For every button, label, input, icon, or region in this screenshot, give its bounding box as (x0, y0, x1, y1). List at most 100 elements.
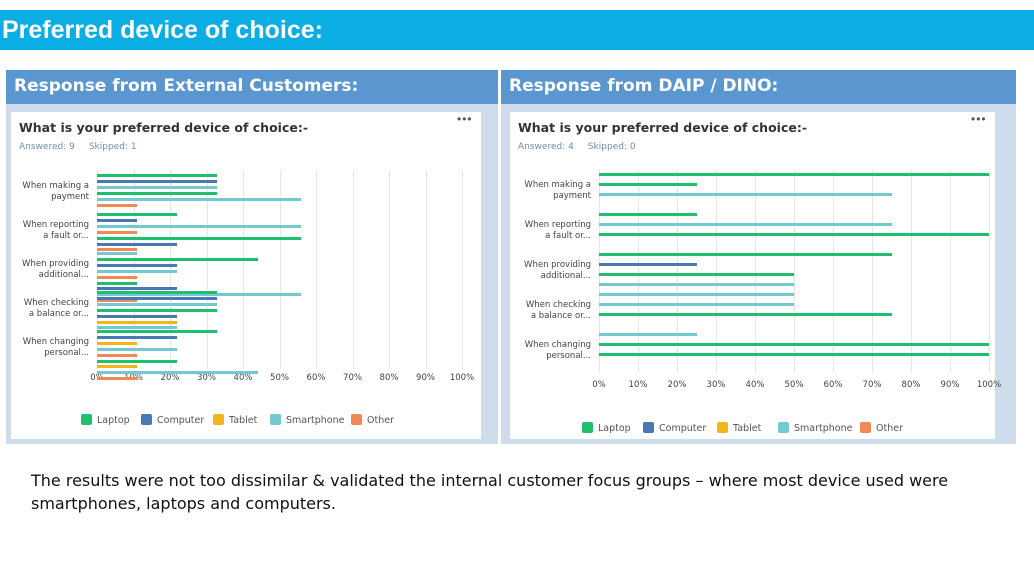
bar-computer (599, 262, 697, 266)
bar-tablet (97, 341, 138, 345)
bar-computer (97, 179, 218, 183)
category-label-line: a fault or... (43, 231, 89, 241)
bar-laptop (599, 342, 989, 346)
bar-tablet (97, 365, 138, 369)
bar-computer (97, 296, 218, 300)
x-tick-label: 0% (592, 380, 606, 390)
category-label: When making a payment (512, 180, 591, 202)
x-tick-label: 70% (862, 380, 882, 390)
x-gridline (243, 170, 244, 369)
category-label-line: When checking (525, 300, 591, 310)
bar-laptop (97, 359, 178, 363)
x-gridline (389, 170, 390, 369)
chart-title: What is your preferred device of choice:… (19, 120, 309, 135)
summary-text: The results were not too dissimilar & va… (31, 471, 949, 513)
chart-title: What is your preferred device of choice:… (518, 120, 808, 135)
panel-header-daip-label: Response from DAIP / DINO: (509, 76, 779, 96)
x-tick-label: 80% (901, 380, 921, 390)
x-tick-label: 60% (306, 373, 326, 383)
bar-computer (97, 314, 178, 318)
legend-item-laptop: Laptop (81, 414, 130, 426)
x-gridline (872, 169, 873, 373)
bar-laptop (97, 291, 218, 294)
legend-label: Computer (157, 415, 205, 426)
panel-header-daip: Response from DAIP / DINO: (501, 70, 1016, 104)
category-label-line: personal... (546, 351, 591, 361)
x-tick-label: 10% (628, 380, 648, 390)
x-tick-label: 20% (667, 380, 687, 390)
bar-laptop (599, 173, 989, 176)
x-gridline (97, 170, 98, 369)
x-gridline (352, 170, 354, 369)
x-tick-label: 90% (940, 380, 960, 390)
bar-other (97, 230, 138, 234)
category-label-line: When checking (23, 298, 89, 308)
x-gridline (316, 170, 317, 369)
bar-smartphone (97, 197, 302, 201)
legend-label: Other (367, 415, 394, 426)
x-tick-label: 30% (706, 380, 726, 390)
x-tick-label: 60% (823, 380, 843, 390)
legend-item-smartphone: Smartphone (270, 414, 344, 426)
bar-laptop (97, 191, 218, 195)
legend-item-laptop: Laptop (582, 422, 631, 434)
x-tick-label: 50% (270, 373, 289, 383)
x-gridline (425, 170, 427, 369)
category-label: When changing personal... (512, 340, 591, 362)
answered-count: Answered: 4 (518, 142, 574, 152)
x-gridline (279, 170, 281, 369)
bar-laptop (97, 213, 178, 216)
bar-smartphone (97, 347, 178, 351)
legend-item-other: Other (351, 414, 394, 426)
legend-swatch (778, 422, 789, 433)
category-label-line: additional... (540, 271, 591, 281)
x-tick-label: 90% (416, 373, 435, 383)
category-label: When reporting a fault or... (13, 220, 89, 242)
bar-laptop (97, 236, 302, 240)
legend-swatch (582, 422, 593, 433)
legend-item-tablet: Tablet (717, 422, 761, 434)
bar-tablet (97, 320, 178, 324)
bar-laptop (599, 272, 794, 276)
more-options-icon[interactable]: ••• (971, 112, 987, 126)
bar-smartphone (599, 222, 892, 226)
x-gridline (833, 169, 834, 373)
category-label-line: When changing (524, 340, 591, 350)
bar-computer (97, 242, 178, 246)
legend-swatch (351, 414, 362, 425)
bar-laptop (599, 213, 697, 216)
x-gridline (206, 170, 208, 369)
bar-laptop (97, 308, 218, 312)
bar-smartphone (97, 326, 178, 330)
bar-laptop (97, 330, 218, 333)
category-label: When making a payment (13, 181, 89, 203)
answered-count: Answered: 9 (19, 142, 75, 152)
category-label-line: a balance or... (28, 309, 89, 319)
category-label-line: a fault or... (545, 231, 591, 241)
category-label-line: payment (51, 192, 89, 202)
x-tick-label: 40% (745, 380, 765, 390)
bar-smartphone (599, 192, 892, 196)
slide-title: Preferred device of choice: (2, 16, 323, 44)
x-gridline (755, 169, 756, 373)
bar-computer (97, 263, 178, 267)
bar-laptop (97, 281, 138, 285)
category-label-line: When providing (22, 259, 89, 269)
chart-card-external: What is your preferred device of choice:… (11, 112, 481, 439)
bar-smartphone (97, 224, 302, 228)
bar-smartphone (97, 371, 258, 375)
bar-computer (97, 287, 178, 291)
legend-swatch (270, 414, 281, 425)
category-label-line: When reporting (524, 220, 591, 230)
x-tick-label: 20% (160, 373, 180, 383)
x-gridline (599, 169, 600, 373)
response-stats: Answered: 4 Skipped: 0 (518, 142, 636, 152)
title-banner: Preferred device of choice: (0, 10, 1034, 50)
category-label-line: When providing (524, 260, 591, 270)
skipped-count: Skipped: 0 (587, 142, 636, 152)
category-label: When providing additional... (512, 260, 591, 282)
bar-computer (97, 218, 138, 222)
more-options-icon[interactable]: ••• (457, 112, 473, 126)
category-label-line: When reporting (22, 220, 89, 230)
legend-swatch (141, 414, 152, 425)
